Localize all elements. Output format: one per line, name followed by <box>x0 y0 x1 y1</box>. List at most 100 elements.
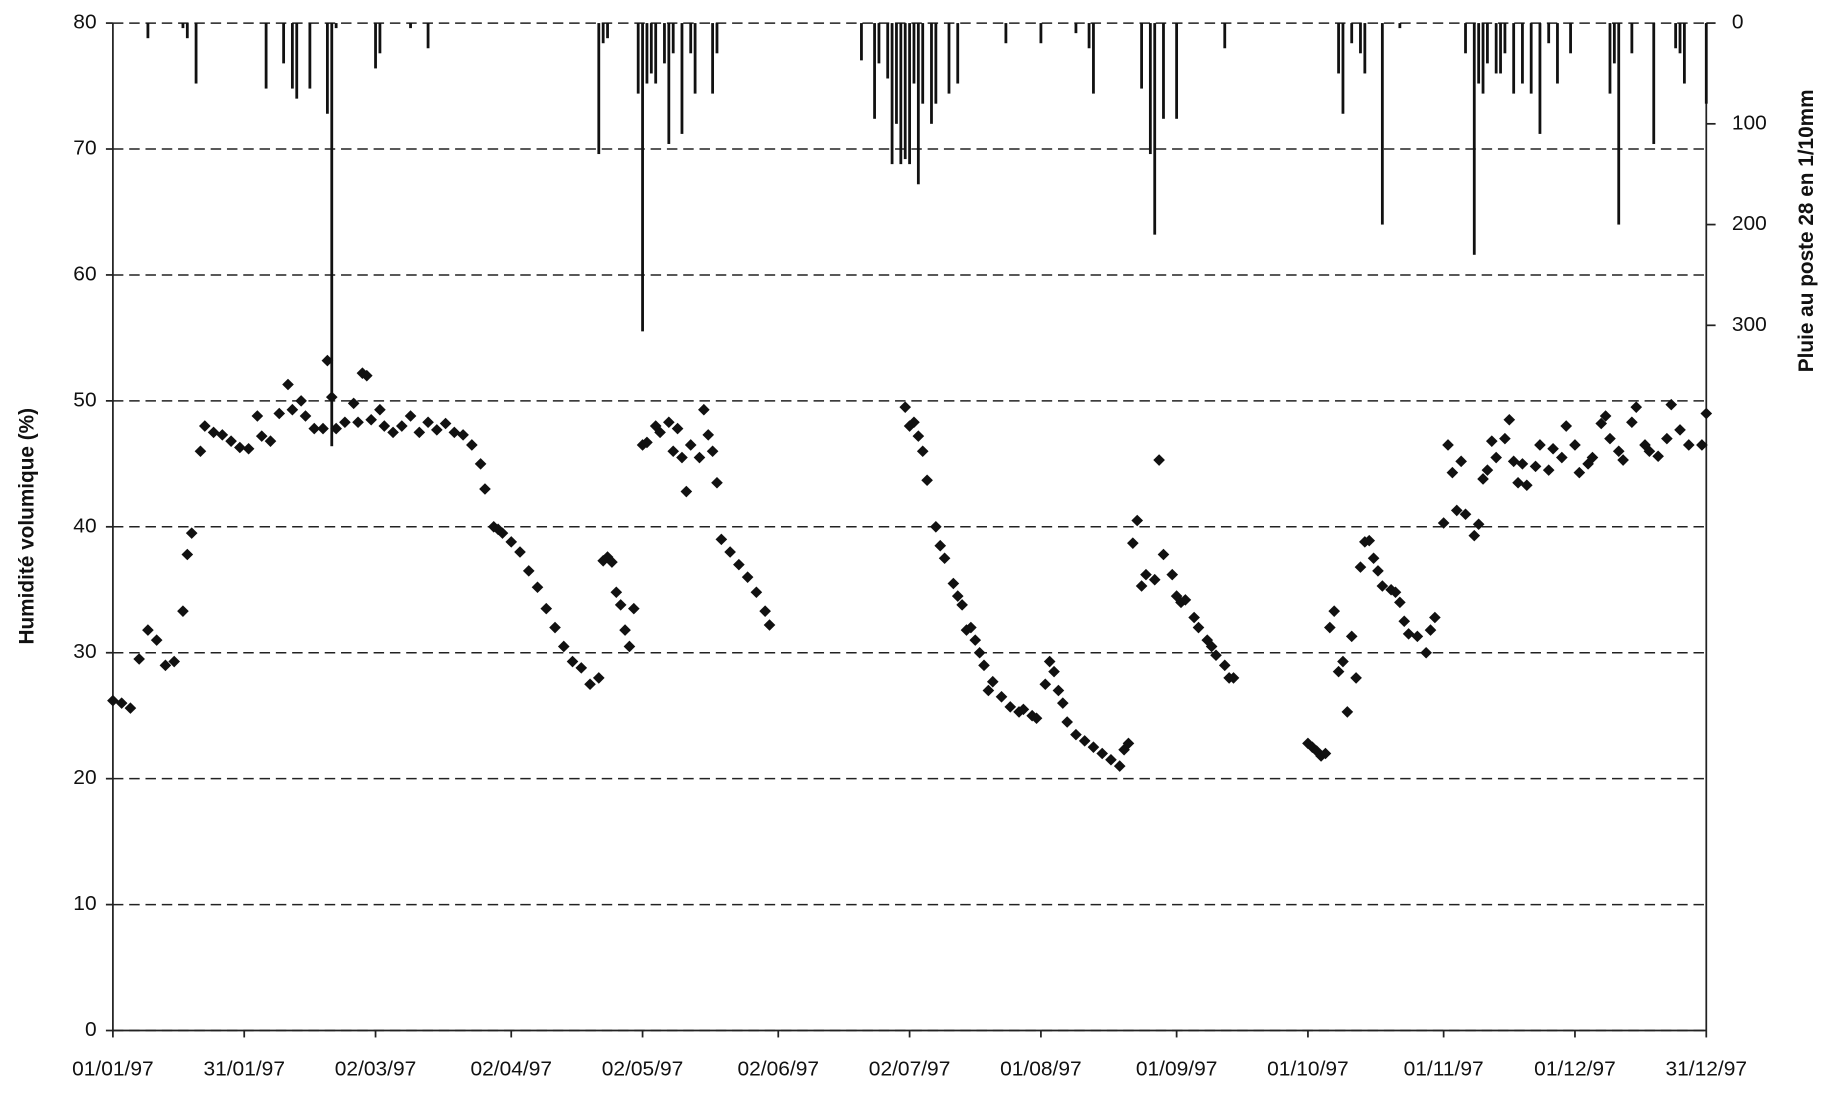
moisture-point <box>1367 552 1380 565</box>
rain-bar <box>1547 23 1551 44</box>
rain-bar <box>1481 23 1485 94</box>
rain-bar <box>895 23 898 124</box>
moisture-point <box>142 624 154 636</box>
rain-bar <box>873 23 876 119</box>
y2-axis-title: Pluie au poste 28 en 1/10mm <box>1795 89 1818 372</box>
rain-bar <box>295 23 299 99</box>
moisture-point <box>930 521 942 533</box>
moisture-point <box>1227 672 1240 684</box>
moisture-point <box>601 551 614 563</box>
rain-bar <box>1608 23 1612 94</box>
moisture-point <box>938 552 951 565</box>
rain-bar <box>1162 23 1165 119</box>
rain-bar <box>921 23 925 104</box>
rain-bar <box>649 23 653 74</box>
rain-bar <box>1652 23 1656 144</box>
rain-bar <box>1341 23 1345 114</box>
moisture-point <box>1218 659 1231 672</box>
moisture-point <box>899 401 912 413</box>
moisture-point <box>107 694 119 707</box>
rain-bar <box>1494 23 1498 74</box>
moisture-point <box>1170 590 1183 602</box>
rain-bar <box>1148 23 1152 155</box>
rain-bar <box>1569 23 1572 54</box>
moisture-point <box>115 697 128 709</box>
moisture-point <box>514 546 526 558</box>
rain-bar <box>1087 23 1091 49</box>
moisture-point <box>1643 445 1656 458</box>
moisture-point <box>1529 460 1542 473</box>
rain-bar <box>601 23 605 44</box>
moisture-point <box>422 416 434 429</box>
moisture-point <box>667 445 680 458</box>
moisture-point <box>1424 624 1437 636</box>
y-tick-label: 80 <box>73 11 96 34</box>
moisture-point <box>1372 565 1384 577</box>
moisture-point <box>1166 568 1179 581</box>
moisture-point <box>1324 621 1336 634</box>
moisture-point <box>1328 605 1341 617</box>
moisture-point <box>759 605 771 617</box>
moisture-point <box>614 599 627 611</box>
rain-bar <box>597 23 601 155</box>
moisture-point <box>133 653 145 665</box>
moisture-point <box>505 536 518 548</box>
rain-bar <box>645 23 649 84</box>
moisture-point <box>1472 518 1485 531</box>
moisture-point <box>969 634 982 646</box>
moisture-point <box>439 417 452 430</box>
x-tick-label: 01/11/97 <box>1404 1057 1484 1080</box>
moisture-point <box>1061 716 1073 728</box>
rain-bar <box>181 23 185 29</box>
moisture-point <box>584 678 596 690</box>
moisture-point <box>207 426 220 439</box>
rain-bar <box>146 23 150 39</box>
rain-bar <box>334 23 338 29</box>
rain-bar <box>378 23 382 54</box>
rain-bar <box>290 23 294 89</box>
rain-bar <box>1612 23 1616 64</box>
moisture-point <box>1499 432 1511 445</box>
rain-bar <box>1380 23 1384 225</box>
x-tick-label: 01/08/97 <box>1000 1057 1082 1080</box>
moisture-point <box>365 413 377 426</box>
rain-bar <box>409 23 412 29</box>
moisture-point <box>623 640 636 653</box>
rain-bar <box>1617 23 1621 225</box>
y-tick-label: 60 <box>73 263 96 286</box>
rain-bar <box>860 23 863 61</box>
moisture-point <box>1507 455 1520 468</box>
rain-bar <box>194 23 198 84</box>
rain-bar <box>1477 23 1481 84</box>
moisture-point <box>282 378 294 391</box>
moisture-point <box>1048 665 1060 678</box>
rain-bar <box>636 23 640 94</box>
moisture-point <box>1135 580 1148 592</box>
moisture-point <box>1394 596 1406 609</box>
rain-bar <box>1153 23 1157 235</box>
moisture-point <box>1337 655 1349 668</box>
moisture-point <box>549 621 561 634</box>
moisture-point <box>627 602 640 615</box>
moisture-point <box>150 634 163 646</box>
rain-bar <box>1486 23 1489 64</box>
moisture-point <box>1402 628 1415 640</box>
moisture-point <box>1127 537 1139 549</box>
rain-bar <box>606 23 609 39</box>
moisture-point <box>1682 439 1695 451</box>
moisture-point <box>1665 398 1678 411</box>
moisture-point <box>1556 451 1568 464</box>
moisture-point <box>1070 728 1082 741</box>
moisture-point <box>676 451 688 464</box>
moisture-point <box>404 410 417 422</box>
rain-bar <box>264 23 268 89</box>
rain-bar <box>1512 23 1516 94</box>
rain-bar <box>330 23 334 447</box>
rain-bar <box>1140 23 1143 89</box>
moisture-point <box>1599 410 1612 422</box>
moisture-point <box>947 577 960 590</box>
moisture-point <box>995 691 1008 703</box>
moisture-point <box>540 602 553 615</box>
moisture-point <box>352 416 364 429</box>
moisture-point <box>479 483 491 495</box>
